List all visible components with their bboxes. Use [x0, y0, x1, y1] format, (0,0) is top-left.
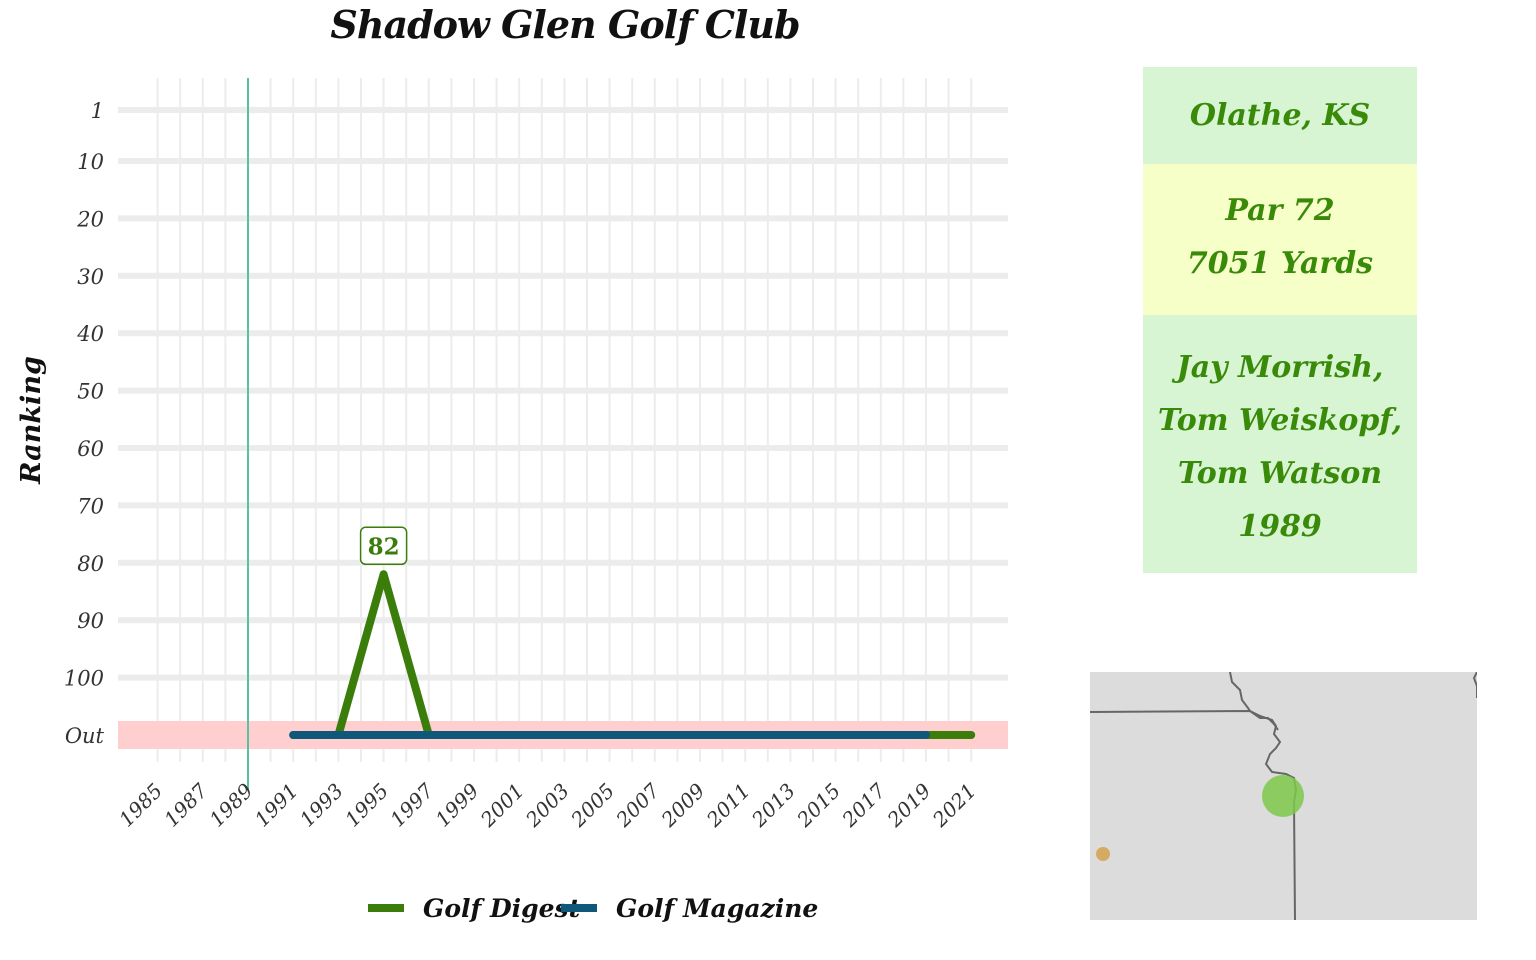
state-border-east: [1472, 672, 1477, 698]
y-tick-label: 60: [77, 437, 104, 461]
x-tick-label: 2007: [611, 778, 665, 832]
course-info-panel: Olathe, KS Par 72 7051 Yards Jay Morrish…: [1143, 67, 1417, 573]
x-tick-label: 1993: [295, 779, 348, 832]
architect-1: Jay Morrish,: [1176, 350, 1384, 385]
location-map: [1090, 672, 1477, 920]
course-yards: 7051 Yards: [1186, 246, 1374, 281]
y-tick-label: 100: [64, 667, 104, 691]
x-tick-label: 2001: [475, 779, 529, 833]
y-tick-label: Out: [65, 724, 105, 748]
course-architects: Jay Morrish, Tom Weiskopf, Tom Watson 19…: [1143, 315, 1417, 573]
x-tick-label: 2005: [565, 779, 619, 833]
chart-area: 1102030405060708090100Out198519871989199…: [16, 78, 1008, 923]
y-tick-label: 50: [77, 380, 104, 404]
data-label-box: [359, 526, 408, 566]
x-tick-label: 2021: [927, 779, 981, 833]
x-tick-label: 1997: [385, 778, 438, 831]
x-tick-label: 1999: [431, 778, 484, 831]
chart-title: Shadow Glen Golf Club: [330, 2, 800, 47]
legend-label: Golf Digest: [423, 894, 581, 923]
y-tick-label: 40: [76, 322, 104, 346]
x-tick-label: 2011: [701, 779, 755, 833]
x-tick-label: 1987: [159, 778, 212, 831]
course-location: Olathe, KS: [1143, 67, 1417, 164]
course-year: 1989: [1238, 509, 1322, 544]
y-tick-label: 10: [77, 150, 104, 174]
x-tick-label: 2003: [520, 779, 574, 833]
x-tick-label: 1995: [340, 779, 393, 832]
x-tick-label: 1985: [114, 779, 167, 832]
x-tick-label: 2009: [656, 778, 710, 832]
data-label: 82: [368, 533, 400, 560]
x-tick-label: 1991: [250, 779, 303, 832]
secondary-location-marker: [1096, 847, 1110, 861]
y-axis-label: Ranking: [16, 356, 47, 485]
y-tick-label: 1: [91, 99, 104, 123]
y-tick-label: 90: [77, 609, 104, 633]
x-tick-label: 2017: [837, 778, 891, 832]
x-tick-label: 2019: [882, 778, 936, 832]
y-tick-label: 20: [76, 207, 104, 231]
legend-label: Golf Magazine: [616, 894, 818, 923]
y-tick-label: 80: [77, 552, 104, 576]
x-tick-label: 2013: [746, 779, 800, 833]
x-tick-label: 2015: [791, 779, 845, 833]
architect-2: Tom Weiskopf,: [1157, 403, 1403, 438]
course-location-marker: [1262, 775, 1304, 817]
y-tick-label: 70: [77, 494, 104, 518]
x-tick-label: 1989: [205, 778, 258, 831]
architect-3: Tom Watson: [1177, 456, 1383, 491]
course-par-yards: Par 72 7051 Yards: [1143, 164, 1417, 315]
y-tick-label: 30: [77, 265, 104, 289]
course-par: Par 72: [1225, 193, 1335, 228]
